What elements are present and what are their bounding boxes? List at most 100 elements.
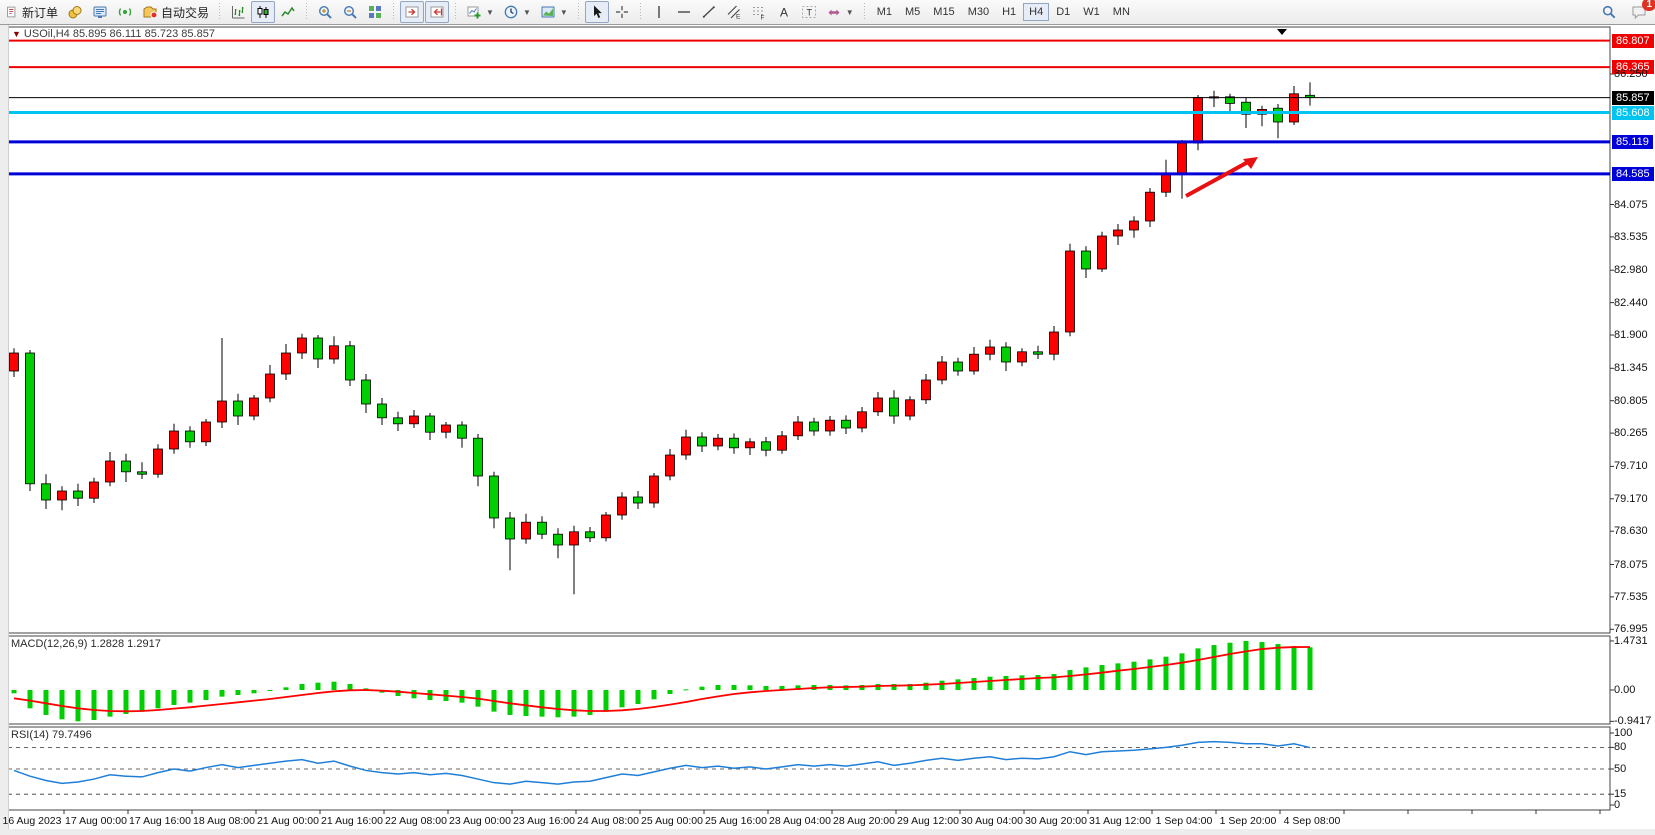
macd-histogram-bar xyxy=(667,690,673,694)
macd-histogram-bar xyxy=(1243,640,1249,690)
svg-text:T: T xyxy=(806,8,812,18)
candle-body xyxy=(249,397,259,417)
search-icon[interactable] xyxy=(1597,1,1621,23)
macd-histogram-bar xyxy=(91,690,97,720)
timeframe-button-m30[interactable]: M30 xyxy=(967,6,990,18)
macd-histogram-bar xyxy=(955,679,961,690)
candle-body xyxy=(825,419,835,432)
candle-body xyxy=(505,517,515,540)
search-icon xyxy=(1602,5,1616,19)
equidistant-channel-button[interactable]: E xyxy=(722,1,746,23)
timeframe-button-m5[interactable]: M5 xyxy=(905,6,921,18)
candle-body xyxy=(297,337,307,354)
candle-body xyxy=(345,345,355,381)
candle-body xyxy=(537,521,547,535)
trend-icon xyxy=(702,6,715,18)
candle-body xyxy=(1065,250,1075,333)
chartshift-icon xyxy=(430,6,444,18)
text-label-button[interactable]: T xyxy=(797,1,821,23)
macd-histogram-bar xyxy=(107,690,113,717)
annotation-arrow-shaft xyxy=(1185,160,1249,198)
macd-histogram-bar xyxy=(523,690,529,716)
text-button[interactable]: A xyxy=(772,1,796,23)
macd-histogram-bar xyxy=(699,686,705,690)
gold-symbol-button[interactable] xyxy=(63,1,87,23)
candle-body xyxy=(473,437,483,477)
timeframe-button-d1[interactable]: D1 xyxy=(1056,6,1071,18)
macd-histogram-bar xyxy=(603,690,609,712)
toolbar-separator xyxy=(574,3,582,21)
candlestick-chart-button[interactable] xyxy=(251,1,276,23)
macd-histogram-bar xyxy=(1099,665,1105,690)
macd-histogram-bar xyxy=(1179,653,1185,690)
candle-body xyxy=(1145,191,1155,222)
macd-histogram-bar xyxy=(187,690,193,703)
chart-shift-button[interactable] xyxy=(425,1,450,23)
macd-histogram-bar xyxy=(619,690,625,708)
candle-body xyxy=(1161,172,1171,193)
candle-body xyxy=(1097,235,1107,270)
auto-scroll-button[interactable] xyxy=(400,1,425,23)
newchart-icon xyxy=(467,6,481,19)
auto-trading-button[interactable]: 自动交易 xyxy=(138,1,213,23)
macd-histogram-bar xyxy=(1275,644,1281,690)
candle-body xyxy=(793,421,803,437)
horizontal-line-button[interactable] xyxy=(672,1,696,23)
arrows-button[interactable]: ▼ xyxy=(822,1,858,23)
candle-body xyxy=(1241,101,1251,115)
zoom-in-button[interactable] xyxy=(313,1,337,23)
chart-canvas[interactable] xyxy=(0,25,1655,835)
crosshair-button[interactable] xyxy=(610,1,634,23)
macd-histogram-bar xyxy=(1227,642,1233,690)
candle-body xyxy=(1225,96,1235,104)
timeframe-button-h4[interactable]: H4 xyxy=(1023,3,1050,21)
new-chart-button[interactable]: ▼ xyxy=(462,1,498,23)
linechart-icon xyxy=(281,6,295,17)
line-chart-button[interactable] xyxy=(276,1,300,23)
candle-body xyxy=(265,373,275,399)
signal-button[interactable] xyxy=(113,1,137,23)
bar-chart-button[interactable] xyxy=(226,1,250,23)
notifications-icon[interactable]: 1 xyxy=(1627,0,1655,23)
fibonacci-button[interactable]: F xyxy=(747,1,771,23)
zoomin-icon xyxy=(319,5,332,19)
macd-histogram-bar xyxy=(1147,659,1153,690)
chevron-down-icon: ▼ xyxy=(559,7,568,17)
candle-body xyxy=(169,430,179,450)
new-order-button[interactable]: 新订单 xyxy=(2,1,62,23)
vertical-line-button[interactable] xyxy=(647,1,671,23)
candle-body xyxy=(521,521,531,540)
tile-windows-button[interactable] xyxy=(363,1,387,23)
notification-badge: 1 xyxy=(1642,0,1655,11)
macd-histogram-bar xyxy=(875,684,881,690)
timeframe-button-mn[interactable]: MN xyxy=(1112,6,1130,18)
market-depth-button[interactable] xyxy=(88,1,112,23)
timeframe-button-m15[interactable]: M15 xyxy=(933,6,955,18)
candle-body xyxy=(553,533,563,546)
macd-histogram-bar xyxy=(907,684,913,690)
timeframe-button-m1[interactable]: M1 xyxy=(876,6,892,18)
candle-body xyxy=(729,437,739,449)
candle-body xyxy=(329,345,339,360)
profiles-button[interactable]: ▼ xyxy=(499,1,535,23)
cursor-button[interactable] xyxy=(584,1,609,23)
zoom-out-button[interactable] xyxy=(338,1,362,23)
candle-body xyxy=(617,496,627,516)
macd-histogram-bar xyxy=(1083,667,1089,690)
macd-histogram-bar xyxy=(155,690,161,709)
macd-histogram-bar xyxy=(779,686,785,690)
textA-icon: A xyxy=(780,6,788,20)
timeframe-button-h1[interactable]: H1 xyxy=(1002,6,1017,18)
templates-button[interactable]: ▼ xyxy=(536,1,572,23)
timeframe-button-w1[interactable]: W1 xyxy=(1083,6,1100,18)
main-chart-pane xyxy=(7,26,1611,634)
macd-histogram-bar xyxy=(1163,656,1169,690)
trendline-button[interactable] xyxy=(697,1,721,23)
candle-body xyxy=(889,397,899,417)
new-order-button-label: 新订单 xyxy=(22,5,59,20)
macd-histogram-bar xyxy=(731,685,737,690)
candle-body xyxy=(73,490,83,499)
macd-histogram-bar xyxy=(1019,675,1025,690)
candle-body xyxy=(1033,351,1043,355)
candle-body xyxy=(697,436,707,447)
